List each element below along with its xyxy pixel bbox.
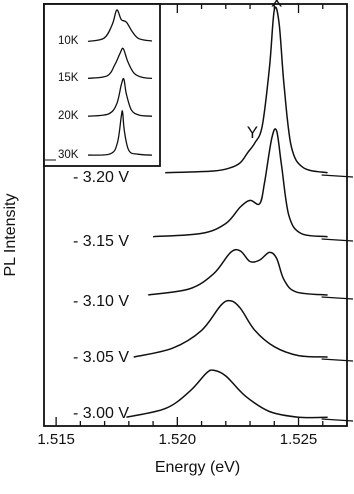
x-tick-label: 1.515: [37, 431, 75, 448]
baseline-marker: [321, 238, 354, 242]
baseline-marker: [321, 418, 354, 422]
inset-trace-label: 10K: [58, 35, 79, 47]
inset-spectrum-line: [87, 47, 153, 80]
x-tick-label: 1.525: [280, 431, 318, 448]
trace-label: - 3.20 V: [73, 169, 129, 186]
inset-frame: [43, 3, 161, 167]
y-axis-title: PL Intensity: [2, 193, 19, 276]
baseline-marker: [321, 174, 354, 178]
trace-label: - 3.10 V: [73, 293, 129, 310]
spectrum-line: [148, 248, 328, 296]
peak-label: X: [271, 0, 282, 11]
inset-plot: 10K 15K 20K 30K: [43, 3, 161, 167]
inset-trace-label: 20K: [58, 110, 79, 122]
baseline-marker: [321, 358, 354, 362]
x-tick-label: 1.520: [159, 431, 197, 448]
peak-label: Y: [247, 123, 258, 142]
spectrum-line: [153, 128, 328, 238]
inset-spectrum-line: [87, 9, 153, 43]
spectrum-line: [126, 369, 328, 419]
inset-spectrum-line: [87, 110, 153, 156]
trace-label: - 3.00 V: [73, 405, 129, 422]
main-plot: 1.515 1.520 1.525 Energy (eV) PL Intensity - …: [2, 0, 354, 476]
spectrum-line: [165, 6, 328, 174]
plot-frame: [43, 3, 348, 427]
trace-label: - 3.05 V: [73, 349, 129, 366]
inset-trace-label: 30K: [58, 149, 79, 161]
baseline-marker: [321, 296, 354, 300]
inset-trace-label: 15K: [58, 72, 79, 84]
spectrum-line: [133, 299, 328, 358]
inset-spectrum-line: [87, 77, 153, 117]
trace-label: - 3.15 V: [73, 233, 129, 250]
x-axis-title: Energy (eV): [155, 459, 240, 476]
